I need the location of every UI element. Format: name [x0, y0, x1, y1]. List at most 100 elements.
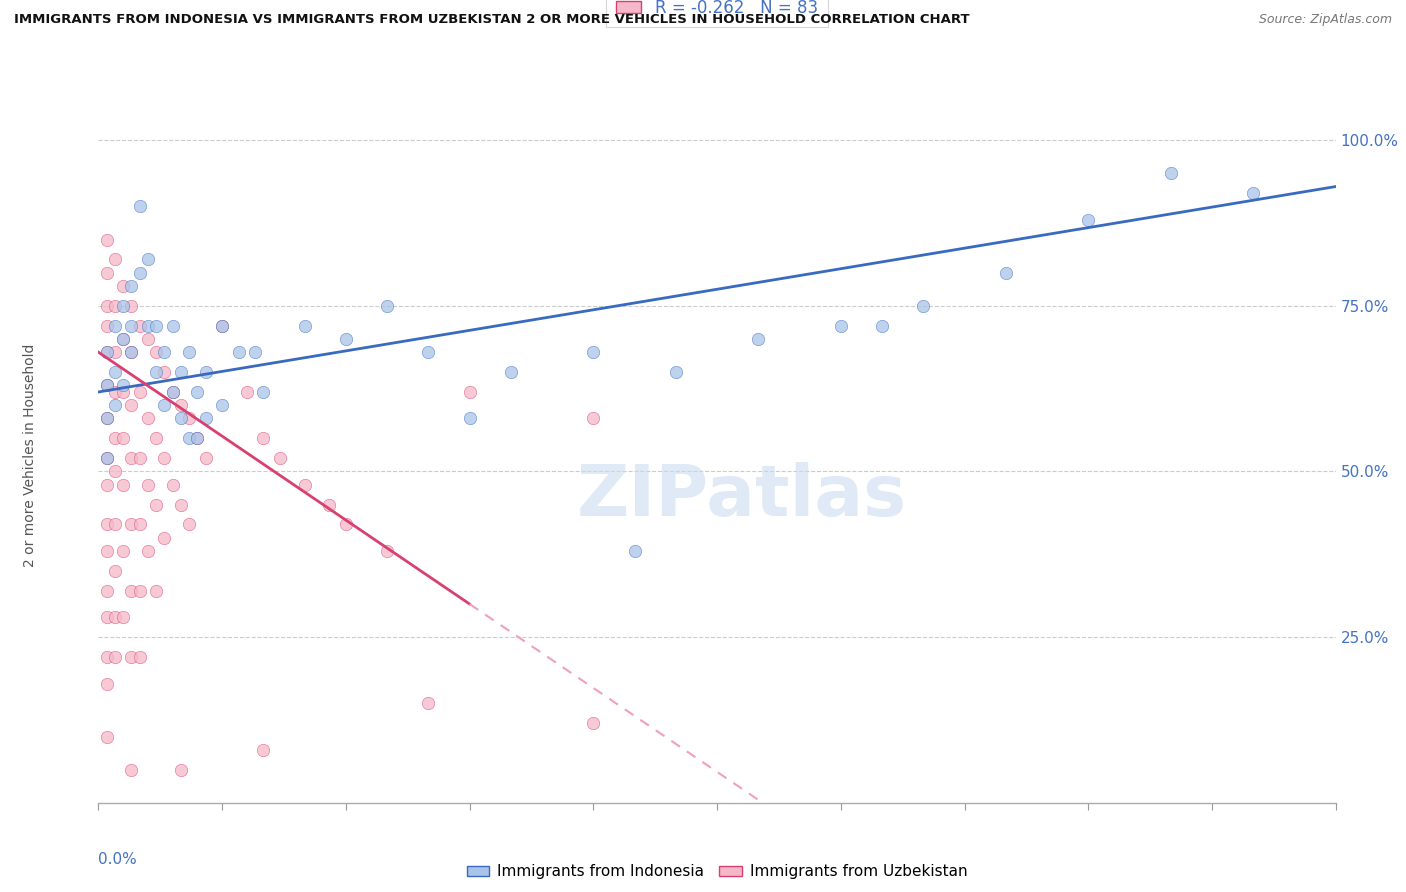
Point: [179, 411, 201, 425]
Point: [252, 743, 274, 757]
Point: [236, 384, 259, 399]
Point: [104, 384, 127, 399]
Point: [112, 332, 135, 346]
Text: Source: ZipAtlas.com: Source: ZipAtlas.com: [1258, 13, 1392, 27]
Point: [96, 451, 118, 466]
Point: [96, 730, 118, 744]
Point: [104, 517, 127, 532]
Point: [128, 517, 150, 532]
Text: 0.0%: 0.0%: [98, 852, 138, 866]
Point: [96, 266, 118, 280]
Point: [112, 431, 135, 445]
Point: [104, 398, 127, 412]
Point: [269, 451, 291, 466]
Point: [120, 583, 142, 598]
Point: [665, 365, 688, 379]
Point: [112, 378, 135, 392]
Point: [136, 477, 159, 491]
Point: [179, 517, 201, 532]
Point: [120, 650, 142, 665]
Point: [228, 345, 250, 359]
Point: [96, 676, 118, 690]
Point: [145, 365, 167, 379]
Point: [120, 345, 142, 359]
Point: [120, 398, 142, 412]
Point: [582, 716, 605, 731]
Point: [104, 564, 127, 578]
Point: [136, 318, 159, 333]
Point: [294, 318, 316, 333]
Point: [120, 318, 142, 333]
Text: 2 or more Vehicles in Household: 2 or more Vehicles in Household: [24, 343, 38, 566]
Point: [96, 378, 118, 392]
Point: [145, 498, 167, 512]
Point: [335, 332, 357, 346]
Point: [153, 345, 176, 359]
Point: [194, 365, 217, 379]
Point: [1077, 212, 1099, 227]
Text: ZIPatlas: ZIPatlas: [576, 462, 907, 531]
Point: [243, 345, 266, 359]
Point: [375, 299, 398, 313]
Point: [870, 318, 893, 333]
Point: [186, 431, 208, 445]
Point: [104, 431, 127, 445]
Point: [136, 332, 159, 346]
Point: [96, 411, 118, 425]
Point: [153, 398, 176, 412]
Point: [128, 583, 150, 598]
Point: [194, 411, 217, 425]
Point: [211, 318, 233, 333]
Point: [145, 345, 167, 359]
Point: [145, 318, 167, 333]
Point: [194, 451, 217, 466]
Point: [112, 279, 135, 293]
Point: [153, 531, 176, 545]
Point: [994, 266, 1017, 280]
Point: [830, 318, 852, 333]
Point: [104, 345, 127, 359]
Point: [136, 252, 159, 267]
Point: [112, 477, 135, 491]
Point: [747, 332, 769, 346]
Point: [120, 279, 142, 293]
Point: [112, 544, 135, 558]
Point: [104, 610, 127, 624]
Point: [418, 697, 440, 711]
Text: IMMIGRANTS FROM INDONESIA VS IMMIGRANTS FROM UZBEKISTAN 2 OR MORE VEHICLES IN HO: IMMIGRANTS FROM INDONESIA VS IMMIGRANTS …: [14, 13, 970, 27]
Point: [96, 517, 118, 532]
Point: [96, 233, 118, 247]
Legend: Immigrants from Indonesia, Immigrants from Uzbekistan: Immigrants from Indonesia, Immigrants fr…: [460, 858, 974, 886]
Point: [96, 299, 118, 313]
Point: [96, 544, 118, 558]
Point: [211, 398, 233, 412]
Point: [128, 266, 150, 280]
Point: [582, 411, 605, 425]
Point: [120, 299, 142, 313]
Point: [1160, 166, 1182, 180]
Point: [112, 299, 135, 313]
Point: [145, 431, 167, 445]
Point: [136, 544, 159, 558]
Point: [375, 544, 398, 558]
Point: [96, 650, 118, 665]
Point: [136, 411, 159, 425]
Point: [96, 610, 118, 624]
Point: [104, 465, 127, 479]
Point: [170, 398, 193, 412]
Point: [170, 411, 193, 425]
Point: [162, 384, 184, 399]
Point: [211, 318, 233, 333]
Point: [96, 345, 118, 359]
Point: [128, 384, 150, 399]
Point: [179, 345, 201, 359]
Point: [120, 451, 142, 466]
Point: [170, 365, 193, 379]
Point: [104, 650, 127, 665]
Point: [318, 498, 340, 512]
Point: [153, 365, 176, 379]
Point: [162, 477, 184, 491]
Point: [96, 411, 118, 425]
Point: [499, 365, 522, 379]
Point: [1241, 186, 1264, 201]
